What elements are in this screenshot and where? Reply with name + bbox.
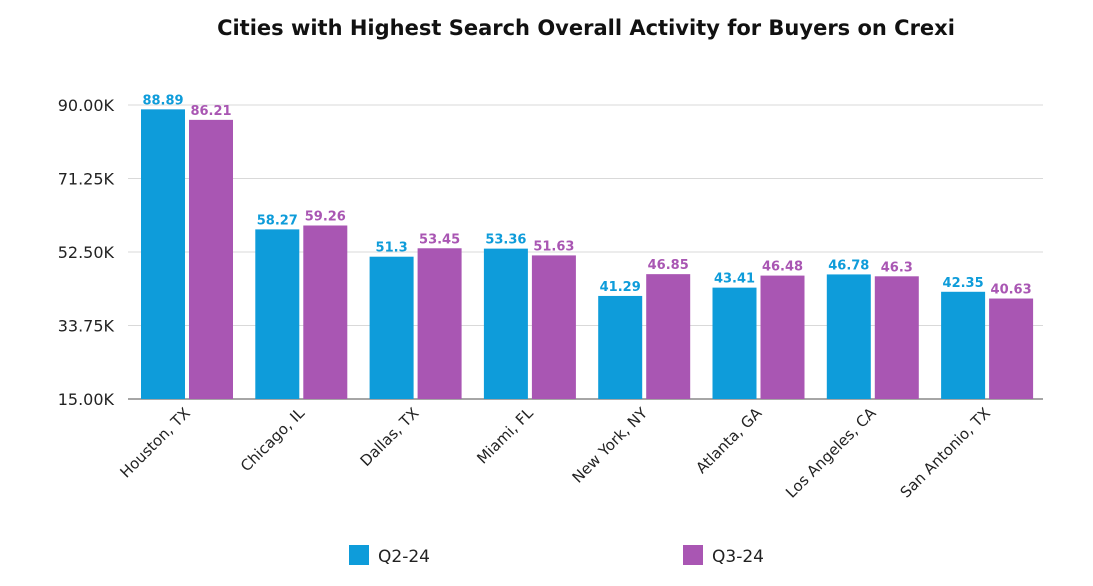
data-label: 43.41 — [714, 272, 755, 287]
legend-swatch — [683, 545, 703, 565]
bar — [369, 256, 414, 399]
bar — [255, 229, 300, 399]
x-tick-label: Los Angeles, CA — [782, 404, 880, 502]
data-label: 51.3 — [376, 241, 408, 256]
bar — [760, 275, 805, 399]
bar — [712, 287, 757, 399]
data-label: 46.85 — [648, 258, 689, 273]
x-tick-label: Atlanta, GA — [692, 404, 766, 478]
bar — [189, 119, 233, 399]
legend-label: Q3-24 — [712, 547, 764, 567]
data-label: 46.48 — [762, 260, 803, 275]
bar — [531, 255, 576, 399]
bar — [598, 295, 643, 399]
data-label: 59.26 — [305, 210, 346, 225]
x-tick-label: Miami, FL — [473, 404, 537, 468]
bar — [826, 274, 871, 399]
bar — [989, 298, 1034, 399]
x-tick-label: Chicago, IL — [237, 404, 309, 476]
y-tick-label: 90.00K — [58, 96, 115, 115]
x-tick-label: San Antonio, TX — [897, 404, 994, 501]
y-tick-label: 52.50K — [58, 243, 115, 262]
bar — [941, 291, 986, 399]
y-tick-label: 15.00K — [58, 390, 115, 409]
x-tick-label: Houston, TX — [117, 404, 194, 481]
data-label: 86.21 — [190, 104, 231, 119]
bar — [303, 225, 348, 399]
data-label: 42.35 — [943, 276, 984, 291]
legend-label: Q2-24 — [378, 547, 430, 567]
data-label: 41.29 — [600, 280, 641, 295]
x-tick-label: New York, NY — [569, 404, 652, 487]
y-tick-label: 33.75K — [58, 317, 115, 336]
data-label: 88.89 — [142, 93, 183, 108]
bar — [141, 109, 185, 399]
y-tick-label: 71.25K — [58, 170, 115, 189]
data-label: 58.27 — [257, 213, 298, 228]
bar — [417, 248, 462, 399]
data-label: 53.36 — [485, 233, 526, 248]
data-label: 51.63 — [533, 239, 574, 254]
bar — [646, 274, 691, 399]
data-label: 46.78 — [828, 258, 869, 273]
bar — [874, 276, 919, 399]
x-tick-label: Dallas, TX — [357, 404, 423, 470]
bar — [483, 248, 528, 399]
legend-swatch — [349, 545, 369, 565]
chart-title: Cities with Highest Search Overall Activ… — [217, 16, 955, 40]
data-label: 40.63 — [991, 283, 1032, 298]
data-label: 46.3 — [881, 260, 913, 275]
data-label: 53.45 — [419, 232, 460, 247]
